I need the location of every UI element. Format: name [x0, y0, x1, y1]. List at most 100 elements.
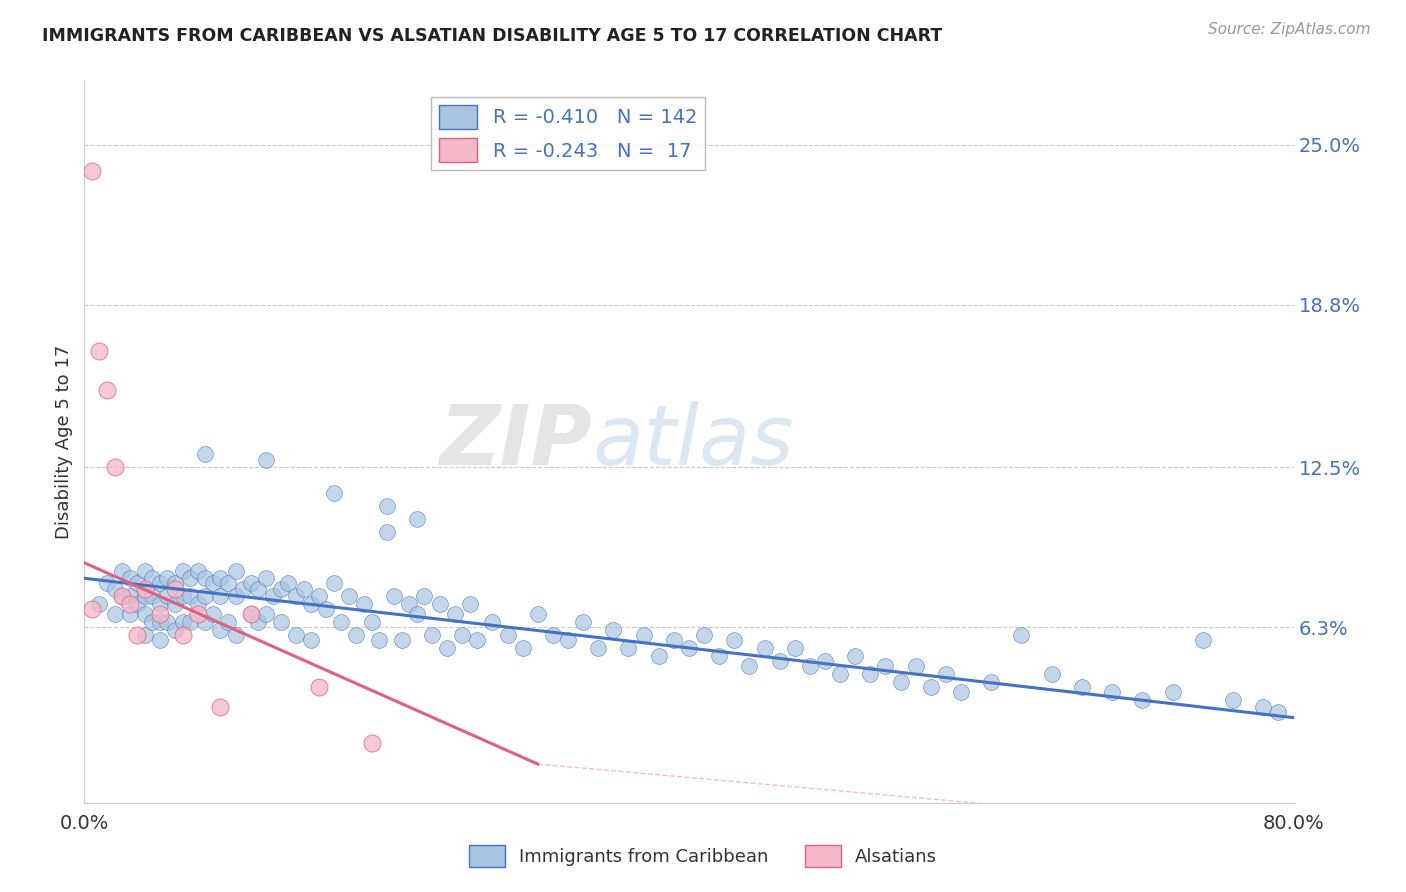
Point: [436, 640, 458, 655]
Point: [299, 597, 322, 611]
Point: [217, 615, 239, 630]
Point: [127, 628, 149, 642]
Point: [165, 582, 187, 596]
Point: [270, 582, 292, 596]
Point: [512, 640, 534, 655]
Point: [467, 633, 489, 648]
Point: [225, 590, 247, 604]
Point: [458, 597, 481, 611]
Point: [239, 607, 262, 622]
Point: [1101, 685, 1123, 699]
Point: [693, 628, 716, 642]
Point: [904, 659, 927, 673]
Point: [127, 597, 149, 611]
Point: [382, 590, 405, 604]
Point: [111, 564, 134, 578]
Point: [165, 576, 187, 591]
Point: [141, 571, 163, 585]
Point: [920, 680, 942, 694]
Point: [149, 615, 172, 630]
Point: [648, 648, 671, 663]
Point: [360, 736, 382, 750]
Point: [149, 597, 172, 611]
Point: [111, 590, 134, 604]
Point: [179, 590, 201, 604]
Point: [209, 590, 232, 604]
Point: [322, 576, 344, 591]
Point: [118, 597, 141, 611]
Point: [194, 571, 217, 585]
Point: [172, 564, 194, 578]
Point: [481, 615, 503, 630]
Point: [496, 628, 519, 642]
Point: [225, 628, 247, 642]
Point: [308, 680, 330, 694]
Point: [118, 590, 141, 604]
Point: [270, 615, 292, 630]
Point: [602, 623, 624, 637]
Point: [1253, 700, 1275, 714]
Text: IMMIGRANTS FROM CARIBBEAN VS ALSATIAN DISABILITY AGE 5 TO 17 CORRELATION CHART: IMMIGRANTS FROM CARIBBEAN VS ALSATIAN DI…: [42, 27, 942, 45]
Point: [187, 564, 209, 578]
Point: [172, 628, 194, 642]
Point: [353, 597, 375, 611]
Point: [588, 640, 610, 655]
Point: [194, 447, 217, 461]
Point: [89, 344, 111, 359]
Text: Source: ZipAtlas.com: Source: ZipAtlas.com: [1208, 22, 1371, 37]
Point: [527, 607, 550, 622]
Point: [156, 615, 179, 630]
Point: [572, 615, 595, 630]
Point: [875, 659, 897, 673]
Point: [141, 590, 163, 604]
Point: [96, 383, 118, 397]
Point: [322, 486, 344, 500]
Point: [360, 615, 382, 630]
Point: [633, 628, 655, 642]
Point: [443, 607, 465, 622]
Point: [406, 512, 429, 526]
Point: [950, 685, 973, 699]
Point: [844, 648, 866, 663]
Point: [134, 582, 156, 596]
Point: [783, 640, 806, 655]
Point: [799, 659, 821, 673]
Point: [935, 666, 957, 681]
Point: [165, 623, 187, 637]
Point: [111, 590, 134, 604]
Point: [254, 571, 277, 585]
Point: [738, 659, 761, 673]
Point: [413, 590, 436, 604]
Point: [346, 628, 368, 642]
Point: [285, 590, 308, 604]
Point: [104, 460, 127, 475]
Point: [541, 628, 564, 642]
Point: [662, 633, 685, 648]
Point: [859, 666, 882, 681]
Point: [1011, 628, 1033, 642]
Point: [156, 571, 179, 585]
Point: [179, 571, 201, 585]
Point: [1130, 692, 1153, 706]
Point: [830, 666, 852, 681]
Point: [754, 640, 776, 655]
Point: [239, 607, 262, 622]
Point: [104, 582, 127, 596]
Point: [375, 524, 398, 539]
Point: [172, 615, 194, 630]
Point: [375, 499, 398, 513]
Point: [292, 582, 315, 596]
Point: [814, 654, 837, 668]
Point: [678, 640, 700, 655]
Point: [80, 602, 103, 616]
Point: [398, 597, 420, 611]
Point: [330, 615, 353, 630]
Point: [179, 615, 201, 630]
Point: [723, 633, 745, 648]
Point: [247, 582, 270, 596]
Point: [104, 607, 127, 622]
Point: [451, 628, 474, 642]
Point: [239, 576, 262, 591]
Y-axis label: Disability Age 5 to 17: Disability Age 5 to 17: [55, 344, 73, 539]
Point: [217, 576, 239, 591]
